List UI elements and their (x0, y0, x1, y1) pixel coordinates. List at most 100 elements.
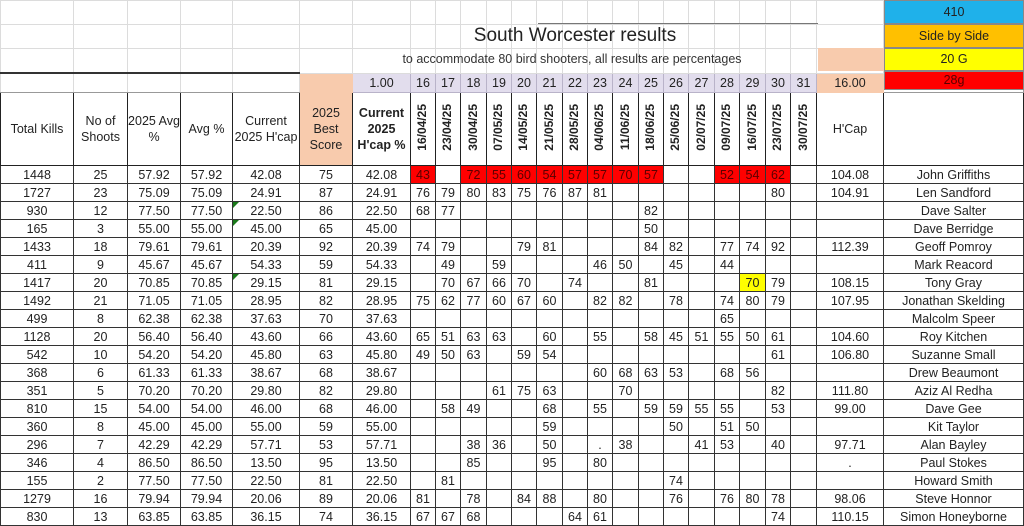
score-cell[interactable]: 80 (765, 183, 791, 202)
score-cell[interactable] (739, 201, 766, 220)
score-cell[interactable] (739, 345, 766, 364)
score-cell[interactable]: 77 (714, 237, 740, 256)
score-cell[interactable]: 55 (714, 327, 740, 346)
cell-shooter-name[interactable]: John Griffiths (883, 165, 1024, 184)
score-cell[interactable]: 88 (536, 489, 563, 508)
score-cell[interactable] (765, 219, 791, 238)
cell-avg-2025[interactable]: 77.50 (127, 471, 181, 490)
cell-shooter-name[interactable]: Howard Smith (883, 471, 1024, 490)
score-cell[interactable] (638, 309, 664, 328)
cell-total-kills[interactable]: 411 (0, 255, 74, 274)
cell-best[interactable]: 59 (299, 255, 353, 274)
cell-hcap[interactable]: 107.95 (816, 291, 884, 310)
cell-best[interactable]: 75 (299, 165, 353, 184)
score-cell[interactable] (435, 435, 461, 454)
score-cell[interactable]: 63 (638, 363, 664, 382)
score-cell[interactable] (410, 219, 436, 238)
score-cell[interactable] (612, 309, 639, 328)
score-cell[interactable] (663, 309, 689, 328)
score-cell[interactable] (486, 237, 512, 256)
score-cell[interactable] (714, 471, 740, 490)
score-cell[interactable] (638, 489, 664, 508)
score-cell[interactable]: 70 (511, 273, 537, 292)
cell-hcap[interactable]: 98.06 (816, 489, 884, 508)
cell-shoots[interactable]: 7 (73, 435, 128, 454)
cell-avg-2025[interactable]: 57.92 (127, 165, 181, 184)
score-cell[interactable] (435, 165, 461, 184)
score-cell[interactable]: 68 (714, 363, 740, 382)
cell-best[interactable]: 82 (299, 291, 353, 310)
score-cell[interactable]: 81 (587, 183, 613, 202)
score-cell[interactable] (511, 327, 537, 346)
cell-shoots[interactable]: 21 (73, 291, 128, 310)
cell-avg[interactable]: 86.50 (180, 453, 233, 472)
score-cell[interactable] (688, 453, 715, 472)
cell-avg-2025[interactable]: 55.00 (127, 219, 181, 238)
cell-shooter-name[interactable]: Drew Beaumont (883, 363, 1024, 382)
cell-shoots[interactable]: 25 (73, 165, 128, 184)
score-cell[interactable]: 45 (663, 327, 689, 346)
score-cell[interactable]: 79 (435, 237, 461, 256)
cell-current-hcap[interactable]: 29.15 (232, 273, 300, 292)
score-cell[interactable] (587, 309, 613, 328)
cell-hcap[interactable] (816, 309, 884, 328)
cell-avg-2025[interactable]: 79.94 (127, 489, 181, 508)
cell-total-kills[interactable]: 1433 (0, 237, 74, 256)
score-cell[interactable]: 41 (688, 435, 715, 454)
score-cell[interactable] (765, 255, 791, 274)
score-cell[interactable] (688, 183, 715, 202)
score-cell[interactable] (536, 219, 563, 238)
score-cell[interactable] (536, 471, 563, 490)
score-cell[interactable] (688, 237, 715, 256)
score-cell[interactable] (536, 363, 563, 382)
cell-current-hcap[interactable]: 20.39 (232, 237, 300, 256)
score-cell[interactable]: 51 (435, 327, 461, 346)
score-cell[interactable] (638, 345, 664, 364)
score-cell[interactable] (739, 435, 766, 454)
score-cell[interactable]: 52 (714, 165, 740, 184)
score-cell[interactable] (765, 417, 791, 436)
score-cell[interactable]: 70 (612, 381, 639, 400)
cell-current-hcap[interactable]: 43.60 (232, 327, 300, 346)
score-cell[interactable] (486, 201, 512, 220)
cell-avg[interactable]: 57.92 (180, 165, 233, 184)
score-cell[interactable] (739, 219, 766, 238)
cell-avg-2025[interactable]: 62.38 (127, 309, 181, 328)
score-cell[interactable] (714, 183, 740, 202)
score-cell[interactable] (410, 471, 436, 490)
cell-hcap[interactable]: 106.80 (816, 345, 884, 364)
score-cell[interactable]: 50 (435, 345, 461, 364)
score-cell[interactable]: 59 (663, 399, 689, 418)
cell-total-kills[interactable]: 810 (0, 399, 74, 418)
cell-total-kills[interactable]: 296 (0, 435, 74, 454)
score-cell[interactable] (435, 417, 461, 436)
score-cell[interactable]: 53 (714, 435, 740, 454)
score-cell[interactable]: 82 (663, 237, 689, 256)
cell-avg-2025[interactable]: 79.61 (127, 237, 181, 256)
score-cell[interactable]: 59 (536, 417, 563, 436)
cell-shooter-name[interactable]: Kit Taylor (883, 417, 1024, 436)
score-cell[interactable] (435, 453, 461, 472)
score-cell[interactable]: 80 (587, 489, 613, 508)
score-cell[interactable]: 58 (435, 399, 461, 418)
cell-current-hcap[interactable]: 24.91 (232, 183, 300, 202)
score-cell[interactable] (511, 255, 537, 274)
cell-avg[interactable]: 62.38 (180, 309, 233, 328)
score-cell[interactable] (612, 219, 639, 238)
score-cell[interactable]: 56 (739, 363, 766, 382)
cell-avg-2025[interactable]: 75.09 (127, 183, 181, 202)
score-cell[interactable] (612, 273, 639, 292)
cell-hcap[interactable]: 112.39 (816, 237, 884, 256)
cell-hcap[interactable] (816, 219, 884, 238)
score-cell[interactable] (460, 417, 487, 436)
cell-current-hcap[interactable]: 45.00 (232, 219, 300, 238)
score-cell[interactable] (612, 237, 639, 256)
score-cell[interactable]: 78 (765, 489, 791, 508)
score-cell[interactable] (612, 399, 639, 418)
score-cell[interactable] (765, 201, 791, 220)
score-cell[interactable] (739, 381, 766, 400)
score-cell[interactable] (562, 345, 588, 364)
score-cell[interactable]: 49 (435, 255, 461, 274)
score-cell[interactable]: 55 (587, 399, 613, 418)
cell-avg[interactable]: 56.40 (180, 327, 233, 346)
